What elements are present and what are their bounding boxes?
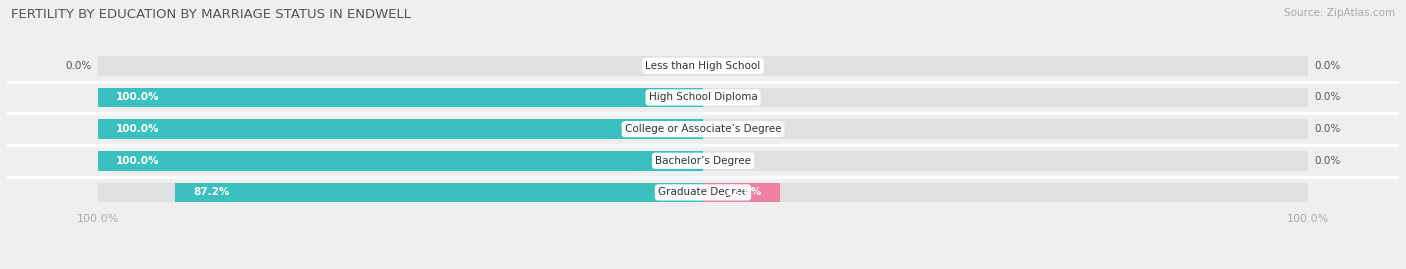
Text: 0.0%: 0.0% (66, 61, 91, 71)
Bar (98, 119, 703, 139)
Text: 0.0%: 0.0% (1315, 93, 1340, 102)
Text: 0.0%: 0.0% (1315, 156, 1340, 166)
Legend: Married, Unmarried: Married, Unmarried (620, 266, 786, 269)
Bar (703, 119, 1308, 139)
Bar (703, 183, 780, 202)
Text: 0.0%: 0.0% (1315, 124, 1340, 134)
Bar (703, 56, 1308, 76)
Text: Source: ZipAtlas.com: Source: ZipAtlas.com (1284, 8, 1395, 18)
Text: Bachelor’s Degree: Bachelor’s Degree (655, 156, 751, 166)
Text: 100.0%: 100.0% (115, 124, 159, 134)
Text: High School Diploma: High School Diploma (648, 93, 758, 102)
Bar (98, 151, 703, 171)
Text: 87.2%: 87.2% (194, 187, 229, 197)
Bar (703, 151, 1308, 171)
Bar (703, 88, 1308, 107)
Text: 100.0%: 100.0% (115, 156, 159, 166)
Text: 12.8%: 12.8% (725, 187, 762, 197)
Bar (98, 151, 703, 171)
Text: Less than High School: Less than High School (645, 61, 761, 71)
Bar (703, 183, 1308, 202)
Text: 0.0%: 0.0% (1315, 61, 1340, 71)
Bar (98, 183, 703, 202)
Bar (98, 56, 703, 76)
Text: Graduate Degree: Graduate Degree (658, 187, 748, 197)
Bar (98, 88, 703, 107)
Text: 100.0%: 100.0% (115, 93, 159, 102)
Bar (98, 119, 703, 139)
Bar (98, 88, 703, 107)
Bar (176, 183, 703, 202)
Text: College or Associate’s Degree: College or Associate’s Degree (624, 124, 782, 134)
Text: FERTILITY BY EDUCATION BY MARRIAGE STATUS IN ENDWELL: FERTILITY BY EDUCATION BY MARRIAGE STATU… (11, 8, 411, 21)
